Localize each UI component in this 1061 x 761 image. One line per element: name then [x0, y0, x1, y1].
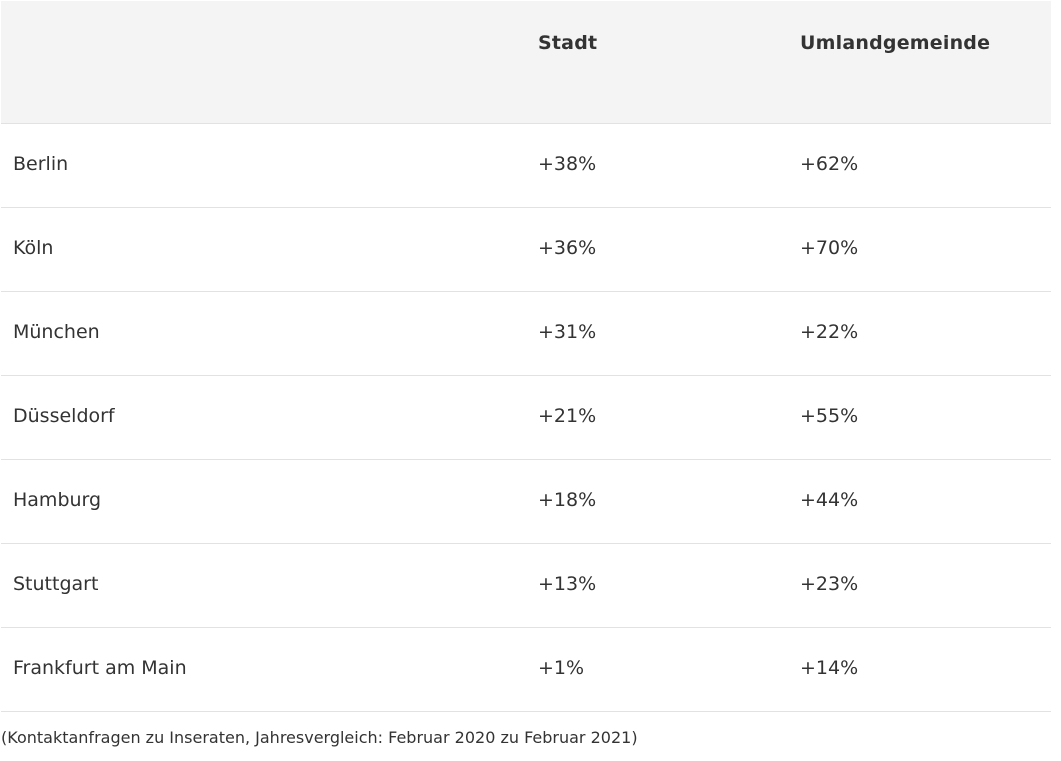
table-row: Düsseldorf +21% +55%: [1, 376, 1051, 460]
table-header-row: Stadt Umlandgemeinde: [1, 1, 1051, 124]
stadt-cell: +18%: [538, 489, 597, 511]
header-cell-umlandgemeinde: Umlandgemeinde: [800, 32, 991, 54]
stadt-cell: +13%: [538, 573, 597, 595]
umland-cell: +44%: [800, 489, 859, 511]
city-cell: Frankfurt am Main: [13, 657, 187, 679]
city-cell: Hamburg: [13, 489, 102, 511]
table-row: Hamburg +18% +44%: [1, 460, 1051, 544]
city-cell: Stuttgart: [13, 573, 99, 595]
table-footnote: (Kontaktanfragen zu Inseraten, Jahresver…: [1, 728, 638, 747]
stadt-cell: +38%: [538, 153, 597, 175]
umland-cell: +14%: [800, 657, 859, 679]
umland-cell: +22%: [800, 321, 859, 343]
stadt-cell: +1%: [538, 657, 585, 679]
city-cell: Düsseldorf: [13, 405, 115, 427]
table-row: München +31% +22%: [1, 292, 1051, 376]
header-cell-stadt: Stadt: [538, 32, 598, 54]
stadt-cell: +21%: [538, 405, 597, 427]
umland-cell: +23%: [800, 573, 859, 595]
table-row: Frankfurt am Main +1% +14%: [1, 628, 1051, 712]
city-cell: Köln: [13, 237, 54, 259]
umland-cell: +55%: [800, 405, 859, 427]
comparison-table: Stadt Umlandgemeinde Berlin +38% +62% Kö…: [1, 1, 1051, 712]
stadt-cell: +36%: [538, 237, 597, 259]
umland-cell: +62%: [800, 153, 859, 175]
table-row: Stuttgart +13% +23%: [1, 544, 1051, 628]
city-cell: Berlin: [13, 153, 69, 175]
city-cell: München: [13, 321, 100, 343]
table-row: Berlin +38% +62%: [1, 124, 1051, 208]
table-row: Köln +36% +70%: [1, 208, 1051, 292]
stadt-cell: +31%: [538, 321, 597, 343]
umland-cell: +70%: [800, 237, 859, 259]
